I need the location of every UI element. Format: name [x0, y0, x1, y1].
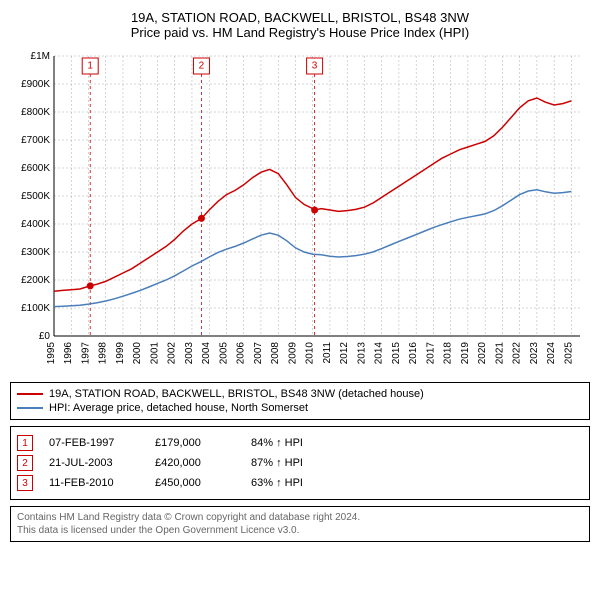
event-price: £450,000 — [155, 477, 235, 489]
svg-text:3: 3 — [312, 61, 318, 72]
event-marker: 3 — [17, 475, 33, 491]
svg-text:2008: 2008 — [270, 342, 281, 365]
svg-text:£200K: £200K — [21, 275, 50, 286]
svg-text:2: 2 — [199, 61, 205, 72]
svg-text:2007: 2007 — [253, 342, 264, 365]
svg-text:2005: 2005 — [218, 342, 229, 365]
event-price: £179,000 — [155, 437, 235, 449]
svg-text:2022: 2022 — [512, 342, 523, 365]
plot-area: £0 £100K £200K £300K £400K £500K £600K £700K £80… — [10, 46, 590, 376]
svg-text:2004: 2004 — [201, 342, 212, 365]
svg-text:£1M: £1M — [31, 51, 50, 62]
svg-text:£500K: £500K — [21, 191, 50, 202]
svg-text:1996: 1996 — [63, 342, 74, 365]
svg-text:2012: 2012 — [339, 342, 350, 365]
svg-text:2020: 2020 — [477, 342, 488, 365]
svg-text:2014: 2014 — [374, 342, 385, 365]
svg-text:£400K: £400K — [21, 219, 50, 230]
svg-text:£700K: £700K — [21, 135, 50, 146]
svg-text:2016: 2016 — [408, 342, 419, 365]
svg-text:2021: 2021 — [494, 342, 505, 365]
svg-text:1998: 1998 — [98, 342, 109, 365]
chart-container: 19A, STATION ROAD, BACKWELL, BRISTOL, BS… — [10, 10, 590, 542]
footer-line-1: Contains HM Land Registry data © Crown c… — [17, 511, 583, 524]
svg-text:1997: 1997 — [80, 342, 91, 365]
svg-text:£900K: £900K — [21, 79, 50, 90]
svg-text:2025: 2025 — [563, 342, 574, 365]
event-date: 21-JUL-2003 — [49, 457, 139, 469]
legend-label: HPI: Average price, detached house, Nort… — [49, 402, 308, 414]
svg-text:2000: 2000 — [132, 342, 143, 365]
title-line-1: 19A, STATION ROAD, BACKWELL, BRISTOL, BS… — [10, 10, 590, 25]
event-marker: 2 — [17, 455, 33, 471]
svg-text:£300K: £300K — [21, 247, 50, 258]
footer-line-2: This data is licensed under the Open Gov… — [17, 524, 583, 537]
svg-text:1995: 1995 — [46, 342, 57, 365]
svg-text:2013: 2013 — [356, 342, 367, 365]
svg-text:£0: £0 — [39, 331, 51, 342]
event-date: 07-FEB-1997 — [49, 437, 139, 449]
event-date: 11-FEB-2010 — [49, 477, 139, 489]
svg-text:2019: 2019 — [460, 342, 471, 365]
chart-svg: £0 £100K £200K £300K £400K £500K £600K £700K £80… — [10, 46, 590, 376]
svg-text:2015: 2015 — [391, 342, 402, 365]
event-row: 2 21-JUL-2003 £420,000 87% ↑ HPI — [17, 453, 583, 473]
svg-text:£800K: £800K — [21, 107, 50, 118]
event-hpi: 63% ↑ HPI — [251, 477, 583, 489]
svg-text:2018: 2018 — [443, 342, 454, 365]
footer: Contains HM Land Registry data © Crown c… — [10, 506, 590, 542]
svg-text:£600K: £600K — [21, 163, 50, 174]
legend-label: 19A, STATION ROAD, BACKWELL, BRISTOL, BS… — [49, 388, 424, 400]
svg-text:2010: 2010 — [305, 342, 316, 365]
svg-text:2002: 2002 — [167, 342, 178, 365]
svg-text:2017: 2017 — [425, 342, 436, 365]
event-row: 1 07-FEB-1997 £179,000 84% ↑ HPI — [17, 433, 583, 453]
svg-text:2009: 2009 — [287, 342, 298, 365]
legend: 19A, STATION ROAD, BACKWELL, BRISTOL, BS… — [10, 382, 590, 420]
event-row: 3 11-FEB-2010 £450,000 63% ↑ HPI — [17, 473, 583, 493]
svg-text:2011: 2011 — [322, 342, 333, 364]
event-hpi: 87% ↑ HPI — [251, 457, 583, 469]
svg-text:£100K: £100K — [21, 303, 50, 314]
svg-text:2024: 2024 — [546, 342, 557, 365]
svg-text:2006: 2006 — [236, 342, 247, 365]
legend-swatch — [17, 407, 43, 409]
legend-item: HPI: Average price, detached house, Nort… — [17, 401, 583, 415]
title-line-2: Price paid vs. HM Land Registry's House … — [10, 25, 590, 40]
svg-text:1: 1 — [87, 61, 93, 72]
event-price: £420,000 — [155, 457, 235, 469]
legend-item: 19A, STATION ROAD, BACKWELL, BRISTOL, BS… — [17, 387, 583, 401]
svg-text:1999: 1999 — [115, 342, 126, 365]
events-table: 1 07-FEB-1997 £179,000 84% ↑ HPI 2 21-JUL-200… — [10, 426, 590, 500]
svg-text:2001: 2001 — [149, 342, 160, 365]
svg-text:2003: 2003 — [184, 342, 195, 365]
legend-swatch — [17, 393, 43, 395]
event-marker: 1 — [17, 435, 33, 451]
chart-title: 19A, STATION ROAD, BACKWELL, BRISTOL, BS… — [10, 10, 590, 40]
event-hpi: 84% ↑ HPI — [251, 437, 583, 449]
svg-text:2023: 2023 — [529, 342, 540, 365]
